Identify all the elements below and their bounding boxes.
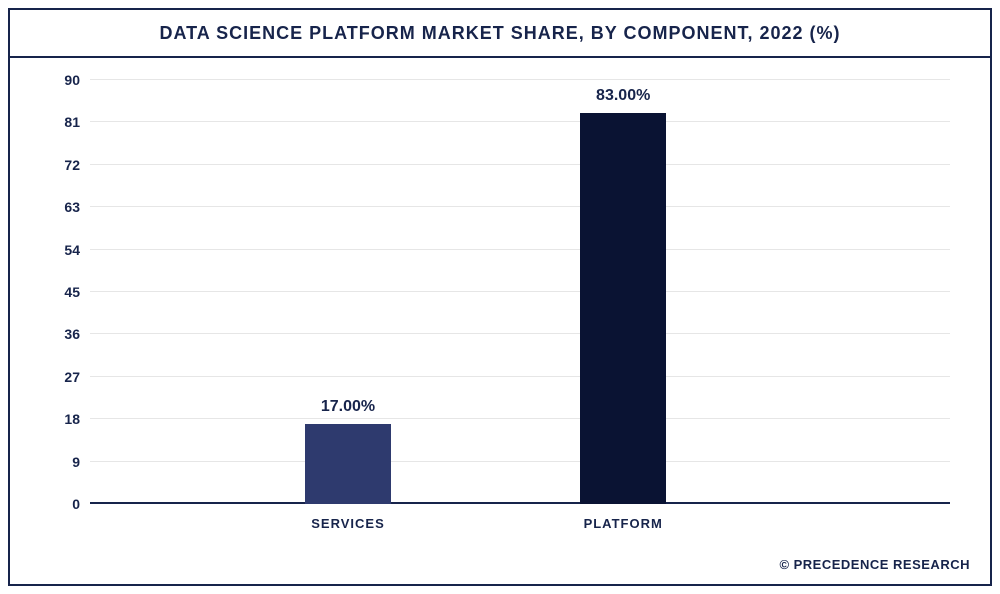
x-tick-label: SERVICES: [311, 516, 385, 531]
y-tick-label: 45: [64, 284, 90, 300]
y-tick-label: 81: [64, 114, 90, 130]
y-tick-label: 90: [64, 72, 90, 88]
grid-line: [90, 333, 950, 334]
bar-value-label: 17.00%: [321, 398, 375, 416]
bar-services: 17.00%SERVICES: [305, 424, 391, 504]
grid-line: [90, 376, 950, 377]
y-tick-label: 36: [64, 326, 90, 342]
grid-line: [90, 249, 950, 250]
y-tick-label: 9: [72, 454, 90, 470]
y-tick-label: 63: [64, 199, 90, 215]
grid-line: [90, 164, 950, 165]
y-tick-label: 54: [64, 242, 90, 258]
bar-value-label: 83.00%: [596, 87, 650, 105]
x-tick-label: PLATFORM: [584, 516, 663, 531]
plot-area: 0918273645546372819017.00%SERVICES83.00%…: [90, 80, 950, 504]
title-bar: DATA SCIENCE PLATFORM MARKET SHARE, BY C…: [10, 10, 990, 58]
attribution-text: © PRECEDENCE RESEARCH: [779, 557, 970, 572]
y-tick-label: 18: [64, 411, 90, 427]
y-tick-label: 0: [72, 496, 90, 512]
bar-platform: 83.00%PLATFORM: [580, 113, 666, 504]
grid-line: [90, 461, 950, 462]
grid-line: [90, 418, 950, 419]
x-axis: [90, 502, 950, 504]
grid-line: [90, 291, 950, 292]
grid-line: [90, 206, 950, 207]
grid-line: [90, 79, 950, 80]
y-tick-label: 72: [64, 157, 90, 173]
y-tick-label: 27: [64, 369, 90, 385]
chart-frame: DATA SCIENCE PLATFORM MARKET SHARE, BY C…: [8, 8, 992, 586]
grid-line: [90, 121, 950, 122]
chart-title: DATA SCIENCE PLATFORM MARKET SHARE, BY C…: [159, 23, 840, 44]
